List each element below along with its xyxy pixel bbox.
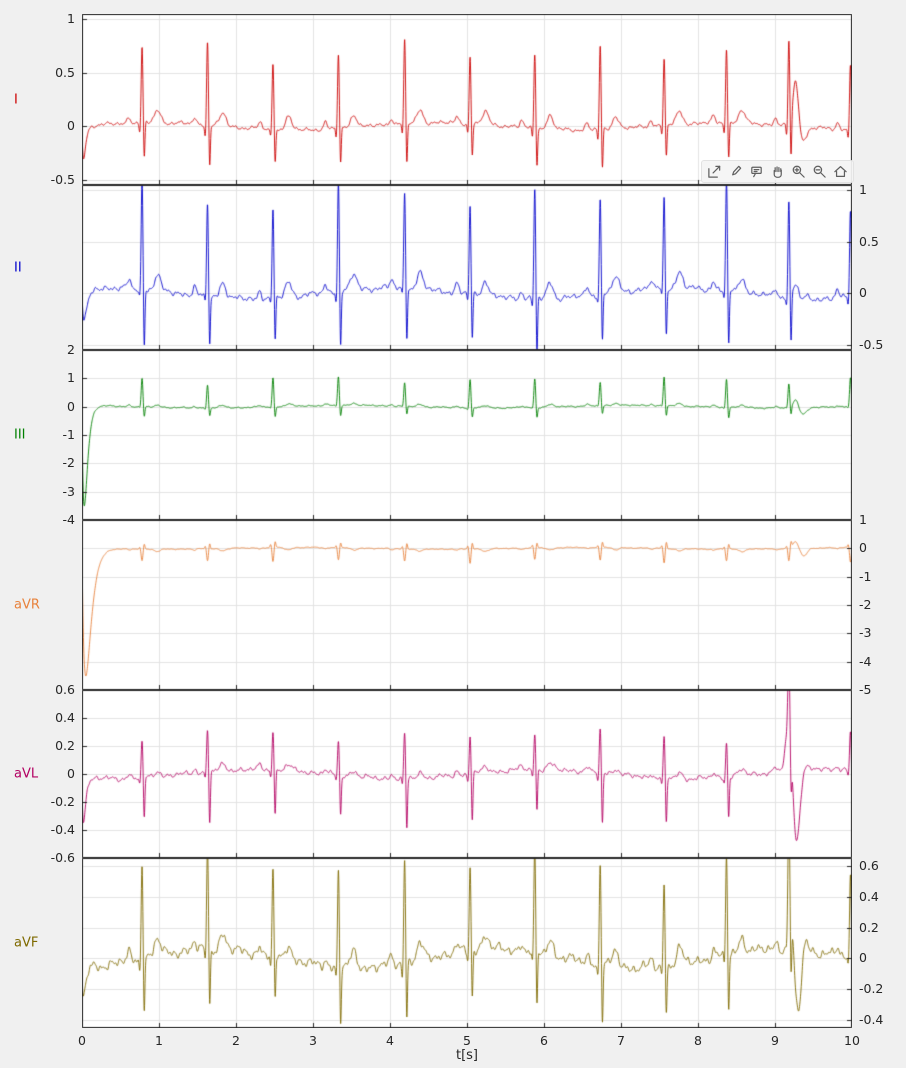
x-tick-label: 0 bbox=[78, 1033, 86, 1048]
x-tick-label: 1 bbox=[155, 1033, 163, 1048]
x-tick-label: 2 bbox=[232, 1033, 240, 1048]
y-tick-label: -0.4 bbox=[859, 1012, 884, 1028]
y-tick-label: -0.6 bbox=[50, 849, 75, 865]
y-tick-label: -0.2 bbox=[859, 981, 884, 997]
x-tick-label: 8 bbox=[694, 1033, 702, 1048]
brush-icon[interactable] bbox=[726, 162, 745, 181]
x-tick-label: 4 bbox=[386, 1033, 394, 1048]
y-tick-label: -0.4 bbox=[50, 821, 75, 837]
y-tick-label: 1 bbox=[859, 181, 867, 197]
x-tick-label: 5 bbox=[463, 1033, 471, 1048]
lead-label-I: I bbox=[14, 92, 18, 107]
axes-lead-aVL[interactable] bbox=[82, 690, 852, 858]
y-tick-label: 0.4 bbox=[859, 888, 879, 904]
y-tick-label: -2 bbox=[859, 596, 872, 612]
y-tick-label: 0.6 bbox=[859, 857, 879, 873]
lead-label-III: III bbox=[14, 427, 26, 443]
restore-view-icon[interactable] bbox=[831, 162, 850, 181]
y-tick-label: 0.5 bbox=[55, 64, 75, 80]
zoom-out-icon[interactable] bbox=[810, 162, 829, 181]
x-tick-label: 6 bbox=[540, 1033, 548, 1048]
lead-label-aVF: aVF bbox=[14, 935, 39, 951]
y-tick-label: 0 bbox=[67, 765, 75, 781]
y-tick-label: 0 bbox=[859, 950, 867, 966]
y-tick-label: -0.5 bbox=[859, 336, 884, 352]
export-icon[interactable] bbox=[705, 162, 724, 181]
y-tick-label: 1 bbox=[67, 11, 75, 27]
axes-lead-aVR[interactable] bbox=[82, 520, 852, 690]
x-tick-label: 3 bbox=[309, 1033, 317, 1048]
x-axis-label: t[s] bbox=[455, 1048, 478, 1063]
axes-lead-II[interactable] bbox=[82, 185, 852, 350]
y-tick-label: 1 bbox=[859, 511, 867, 527]
y-tick-label: 0 bbox=[67, 117, 75, 133]
lead-label-II: II bbox=[14, 260, 22, 275]
y-tick-label: -4 bbox=[859, 653, 872, 669]
datatip-icon[interactable] bbox=[747, 162, 766, 181]
y-tick-label: 0.6 bbox=[55, 681, 75, 697]
y-tick-label: 0.4 bbox=[55, 709, 75, 725]
y-tick-label: -1 bbox=[859, 568, 872, 584]
y-tick-label: 0 bbox=[859, 285, 867, 301]
y-tick-label: -0.2 bbox=[50, 793, 75, 809]
axes-toolbar bbox=[701, 160, 854, 183]
y-tick-label: -1 bbox=[62, 426, 75, 442]
lead-label-aVL: aVL bbox=[14, 766, 39, 782]
zoom-in-icon[interactable] bbox=[789, 162, 808, 181]
y-tick-label: -2 bbox=[62, 455, 75, 471]
pan-icon[interactable] bbox=[768, 162, 787, 181]
y-tick-label: -4 bbox=[62, 511, 75, 527]
lead-label-aVR: aVR bbox=[14, 597, 40, 613]
y-tick-label: -0.5 bbox=[50, 171, 75, 187]
axes-lead-I[interactable] bbox=[82, 14, 852, 185]
y-tick-label: 0.2 bbox=[55, 737, 75, 753]
y-tick-label: 2 bbox=[67, 341, 75, 357]
y-tick-label: 0.5 bbox=[859, 233, 879, 249]
y-tick-label: -3 bbox=[62, 483, 75, 499]
y-tick-label: 0 bbox=[67, 398, 75, 414]
y-tick-label: 0.2 bbox=[859, 919, 879, 935]
y-tick-label: -3 bbox=[859, 625, 872, 641]
x-tick-label: 7 bbox=[617, 1033, 625, 1048]
y-tick-label: 0 bbox=[859, 540, 867, 556]
axes-lead-aVF[interactable] bbox=[82, 858, 852, 1028]
x-tick-label: 10 bbox=[844, 1033, 860, 1048]
x-tick-label: 9 bbox=[771, 1033, 779, 1048]
y-tick-label: -5 bbox=[859, 681, 872, 697]
axes-lead-III[interactable] bbox=[82, 350, 852, 520]
y-tick-label: 1 bbox=[67, 370, 75, 386]
